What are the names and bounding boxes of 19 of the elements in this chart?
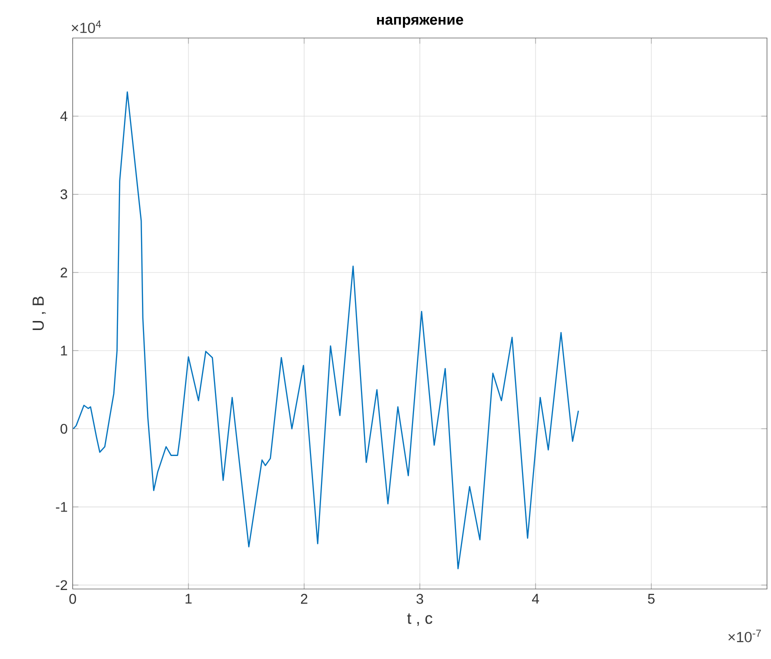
x-tick-label: 3 (416, 594, 424, 604)
y-tick-label: 4 (60, 111, 68, 121)
y-tick-label: -2 (56, 580, 68, 590)
y-axis-title: U , B (32, 296, 46, 330)
text: ×10$^{4}$ (72, 20, 101, 34)
x-tick-label: 4 (532, 594, 540, 604)
x-tick-label: 5 (648, 594, 655, 604)
text: ×10$^{-7}$ (728, 630, 761, 642)
y-tick-label: -1 (56, 502, 68, 512)
line-series (72, 91, 579, 570)
x-tick-label: 1 (186, 594, 192, 604)
x-axis-title: t , c (407, 613, 432, 626)
y-tick-label: 0 (60, 424, 68, 434)
x-tick-label: 0 (69, 594, 76, 604)
y-tick-label: 2 (60, 268, 68, 278)
y-tick-label: 1 (61, 346, 68, 356)
y-tick-label: 3 (60, 189, 68, 200)
chart-title: напряжение (377, 16, 464, 28)
x-tick-label: 2 (300, 594, 308, 604)
